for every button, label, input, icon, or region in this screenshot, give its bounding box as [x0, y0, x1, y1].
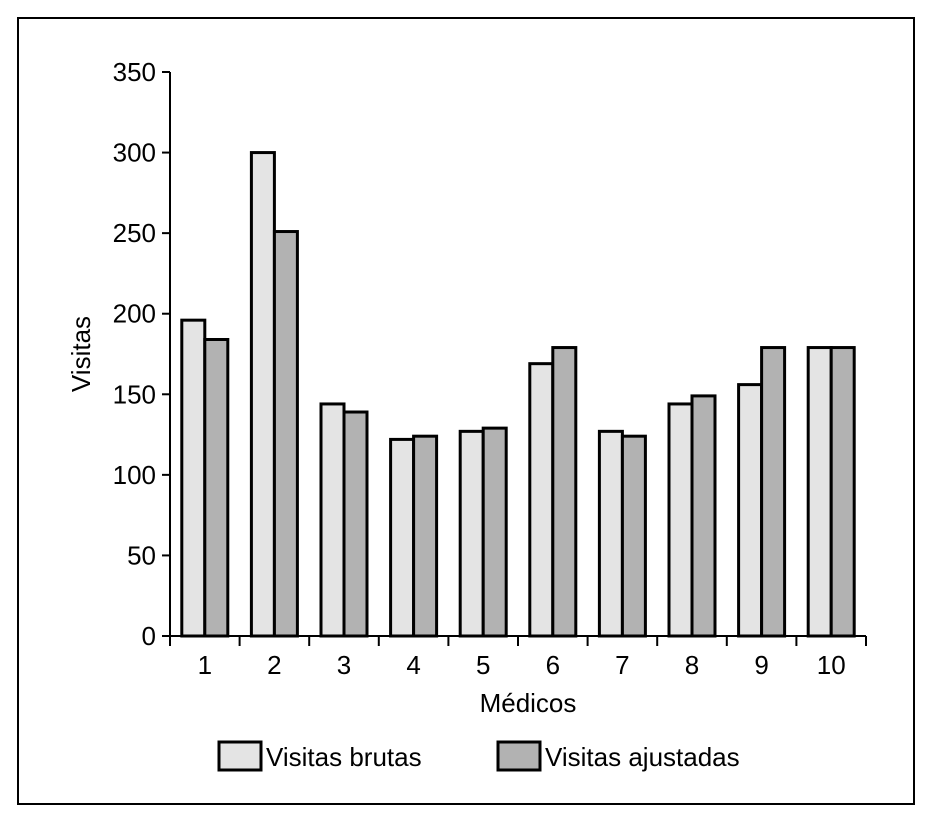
- bar-brutas-7: [597, 429, 624, 638]
- bar-ajustadas-6: [551, 346, 578, 638]
- x-tick-label: 3: [337, 650, 351, 680]
- bar-brutas-2: [249, 151, 276, 638]
- x-tick-label: 6: [546, 650, 560, 680]
- bar-ajustadas-4: [412, 434, 439, 638]
- y-tick-label: 300: [113, 138, 156, 168]
- y-tick-label: 0: [142, 621, 156, 651]
- bar-brutas-6: [528, 362, 555, 638]
- bar-ajustadas-9: [760, 346, 787, 638]
- x-tick-label: 5: [476, 650, 490, 680]
- x-tick-label: 10: [817, 650, 846, 680]
- y-tick-label: 100: [113, 460, 156, 490]
- bar-ajustadas-2: [272, 230, 299, 638]
- legend-swatch-ajustadas: [496, 740, 542, 772]
- bar-brutas-4: [389, 437, 416, 638]
- bar-ajustadas-8: [690, 394, 717, 638]
- x-tick-label: 7: [615, 650, 629, 680]
- x-tick-label: 4: [406, 650, 420, 680]
- bar-brutas-10: [806, 346, 833, 638]
- bar-ajustadas-5: [481, 426, 508, 638]
- x-tick-label: 9: [754, 650, 768, 680]
- x-axis-label: Médicos: [480, 688, 577, 718]
- bar-ajustadas-7: [620, 434, 647, 638]
- legend-swatch-brutas: [217, 740, 263, 772]
- legend-label-brutas: Visitas brutas: [266, 742, 422, 772]
- y-axis-label: Visitas: [66, 316, 96, 392]
- y-tick-label: 50: [127, 540, 156, 570]
- bar-ajustadas-10: [829, 346, 856, 638]
- y-tick-label: 250: [113, 218, 156, 248]
- bar-brutas-1: [180, 318, 207, 638]
- bar-brutas-3: [319, 402, 346, 638]
- x-tick-label: 2: [267, 650, 281, 680]
- x-tick-label: 8: [685, 650, 699, 680]
- bar-brutas-5: [458, 429, 485, 638]
- legend: Visitas brutas Visitas ajustadas: [217, 740, 740, 772]
- x-tick-label: 1: [198, 650, 212, 680]
- bar-brutas-9: [737, 383, 764, 638]
- legend-label-ajustadas: Visitas ajustadas: [545, 742, 740, 772]
- y-tick-label: 150: [113, 379, 156, 409]
- bar-brutas-8: [667, 402, 694, 638]
- bar-ajustadas-1: [203, 337, 230, 638]
- chart-frame: [17, 17, 915, 805]
- y-tick-label: 350: [113, 57, 156, 87]
- y-tick-label: 200: [113, 299, 156, 329]
- bar-ajustadas-3: [342, 410, 369, 638]
